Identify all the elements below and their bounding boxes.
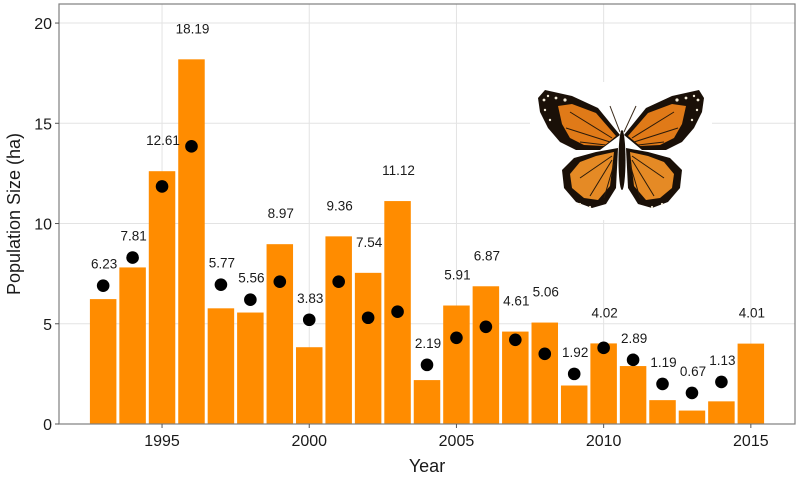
data-label: 11.12 bbox=[382, 163, 415, 178]
y-tick-label: 20 bbox=[34, 16, 52, 33]
data-label: 5.91 bbox=[444, 268, 470, 283]
point bbox=[391, 305, 404, 319]
data-label: 7.54 bbox=[356, 235, 383, 250]
point bbox=[332, 275, 345, 288]
monarch-butterfly-image bbox=[530, 82, 712, 220]
data-label: 4.61 bbox=[503, 294, 529, 309]
point bbox=[214, 278, 228, 291]
data-label: 8.97 bbox=[268, 206, 294, 221]
point bbox=[155, 180, 169, 193]
point bbox=[597, 341, 610, 355]
data-label: 1.19 bbox=[650, 355, 676, 370]
x-axis-title: Year bbox=[409, 456, 445, 476]
bar bbox=[119, 267, 146, 424]
bar bbox=[737, 343, 765, 424]
bar bbox=[502, 331, 529, 424]
bar bbox=[560, 385, 588, 424]
data-label: 6.87 bbox=[474, 248, 500, 263]
point bbox=[361, 311, 375, 325]
bar bbox=[590, 343, 617, 424]
point bbox=[302, 313, 316, 327]
x-tick-label: 1995 bbox=[144, 433, 180, 450]
point bbox=[509, 333, 522, 347]
point bbox=[420, 358, 434, 372]
data-label: 5.56 bbox=[238, 271, 264, 286]
bar bbox=[325, 236, 352, 424]
bar bbox=[472, 286, 500, 424]
data-label: 7.81 bbox=[120, 229, 146, 244]
bar bbox=[531, 322, 559, 424]
point bbox=[185, 140, 198, 153]
data-label: 5.06 bbox=[533, 285, 559, 300]
bar bbox=[295, 347, 323, 424]
data-label: 1.92 bbox=[562, 345, 588, 360]
bars bbox=[89, 59, 765, 425]
data-label: 3.83 bbox=[297, 291, 323, 306]
x-tick-label: 2010 bbox=[586, 433, 622, 450]
point bbox=[244, 293, 257, 307]
bar bbox=[619, 366, 647, 424]
point bbox=[96, 279, 110, 292]
data-label: 0.67 bbox=[680, 364, 706, 379]
data-label: 4.02 bbox=[591, 305, 617, 320]
plot-border bbox=[58, 3, 796, 425]
bar bbox=[708, 401, 735, 424]
data-label: 4.01 bbox=[739, 306, 765, 321]
bar bbox=[443, 305, 470, 424]
bar bbox=[354, 272, 382, 424]
point bbox=[273, 275, 287, 288]
data-label: 2.89 bbox=[621, 331, 647, 346]
x-tick-label: 2015 bbox=[733, 433, 769, 450]
bar bbox=[148, 171, 176, 424]
x-tick-label: 2005 bbox=[439, 433, 475, 450]
bar bbox=[237, 312, 264, 424]
data-label: 2.19 bbox=[415, 336, 441, 351]
y-tick-label: 5 bbox=[43, 317, 52, 334]
bar bbox=[178, 59, 205, 425]
y-tick-label: 0 bbox=[43, 417, 52, 434]
data-label: 18.19 bbox=[176, 21, 210, 36]
point bbox=[715, 375, 728, 389]
y-tick-label: 15 bbox=[34, 116, 52, 133]
point bbox=[567, 367, 581, 381]
x-tick-label: 2000 bbox=[291, 433, 327, 450]
data-label: 1.13 bbox=[709, 353, 735, 368]
bar bbox=[678, 410, 706, 424]
point bbox=[685, 386, 699, 400]
bar bbox=[207, 308, 235, 424]
data-label: 5.77 bbox=[209, 256, 235, 271]
data-labels: 6.237.81 12.61 18.19 5.775.56 8.97 3.83 9.36 7.… bbox=[91, 21, 765, 379]
bar bbox=[649, 400, 676, 424]
data-label: 9.36 bbox=[327, 198, 353, 213]
bar bbox=[413, 380, 441, 424]
data-label: 12.61 bbox=[146, 133, 180, 148]
point bbox=[538, 347, 552, 361]
point bbox=[479, 320, 493, 334]
points bbox=[96, 140, 728, 400]
point bbox=[126, 251, 139, 264]
point bbox=[450, 331, 463, 345]
bar bbox=[89, 299, 117, 424]
y-tick-label: 10 bbox=[34, 217, 52, 234]
point bbox=[626, 353, 640, 367]
y-axis-title: Population Size (ha) bbox=[4, 133, 24, 295]
axis-ticks: 0 5 10 15 20 1995 2000 2005 2010 2015 bbox=[34, 16, 769, 450]
data-label: 6.23 bbox=[91, 257, 117, 272]
bar bbox=[266, 244, 294, 424]
point bbox=[656, 377, 669, 391]
